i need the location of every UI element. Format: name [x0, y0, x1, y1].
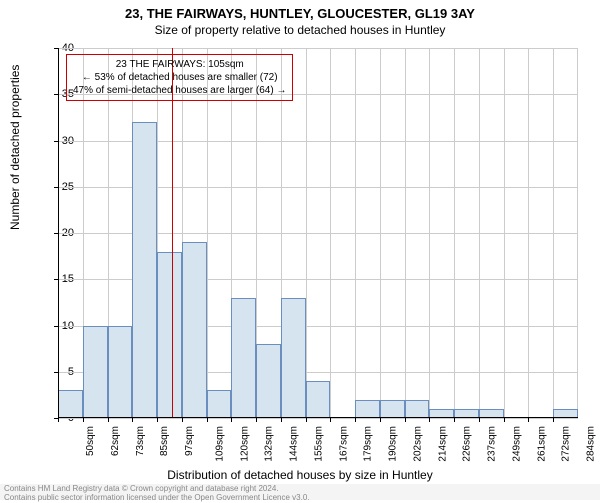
gridline-v: [479, 48, 480, 418]
x-tick-label: 50sqm: [85, 426, 96, 456]
annotation-box: 23 THE FAIRWAYS: 105sqm← 53% of detached…: [66, 54, 293, 101]
gridline-v: [405, 48, 406, 418]
histogram-bar: [355, 400, 380, 419]
chart-subtitle: Size of property relative to detached ho…: [0, 21, 600, 37]
x-tick-label: 179sqm: [363, 426, 374, 462]
annotation-line: 47% of semi-detached houses are larger (…: [73, 84, 286, 97]
x-tick-label: 73sqm: [135, 426, 146, 456]
chart-container: 23, THE FAIRWAYS, HUNTLEY, GLOUCESTER, G…: [0, 0, 600, 500]
gridline-v: [429, 48, 430, 418]
histogram-bar: [132, 122, 157, 418]
gridline-v: [504, 48, 505, 418]
histogram-bar: [306, 381, 331, 418]
histogram-bar: [58, 390, 83, 418]
x-tick-label: 85sqm: [159, 426, 170, 456]
x-tick-label: 97sqm: [184, 426, 195, 456]
histogram-bar: [405, 400, 430, 419]
annotation-line: 23 THE FAIRWAYS: 105sqm: [73, 58, 286, 71]
histogram-bar: [108, 326, 133, 419]
gridline-v: [528, 48, 529, 418]
x-axis-label: Distribution of detached houses by size …: [0, 468, 600, 482]
x-tick-label: 214sqm: [437, 426, 448, 462]
histogram-bar: [231, 298, 256, 418]
x-tick-label: 261sqm: [536, 426, 547, 462]
footer-line1: Contains HM Land Registry data © Crown c…: [4, 484, 279, 493]
histogram-bar: [256, 344, 281, 418]
histogram-bar: [157, 252, 182, 419]
gridline-v: [454, 48, 455, 418]
x-tick-label: 226sqm: [462, 426, 473, 462]
gridline-h: [58, 418, 578, 419]
x-tick-label: 237sqm: [487, 426, 498, 462]
gridline-v: [306, 48, 307, 418]
annotation-line: ← 53% of detached houses are smaller (72…: [73, 71, 286, 84]
x-tick-label: 109sqm: [214, 426, 225, 462]
x-tick-label: 120sqm: [239, 426, 250, 462]
gridline-v: [330, 48, 331, 418]
plot-area: 23 THE FAIRWAYS: 105sqm← 53% of detached…: [58, 48, 578, 418]
histogram-bar: [207, 390, 232, 418]
x-tick-label: 284sqm: [586, 426, 597, 462]
reference-line: [172, 48, 173, 418]
gridline-v: [355, 48, 356, 418]
x-tick-label: 202sqm: [412, 426, 423, 462]
x-tick-label: 167sqm: [338, 426, 349, 462]
x-tick-label: 155sqm: [313, 426, 324, 462]
gridline-v: [553, 48, 554, 418]
x-tick-label: 132sqm: [264, 426, 275, 462]
footer-attribution: Contains HM Land Registry data © Crown c…: [0, 484, 600, 500]
y-axis-label: Number of detached properties: [8, 65, 22, 230]
footer-line2: Contains public sector information licen…: [4, 493, 310, 502]
histogram-bar: [380, 400, 405, 419]
gridline-v: [207, 48, 208, 418]
histogram-bar: [182, 242, 207, 418]
x-tick-label: 144sqm: [289, 426, 300, 462]
histogram-bar: [281, 298, 306, 418]
gridline-h: [58, 48, 578, 49]
gridline-v: [380, 48, 381, 418]
x-tick-label: 249sqm: [512, 426, 523, 462]
histogram-bar: [83, 326, 108, 419]
x-tick-label: 190sqm: [388, 426, 399, 462]
x-tick-label: 272sqm: [561, 426, 572, 462]
chart-title: 23, THE FAIRWAYS, HUNTLEY, GLOUCESTER, G…: [0, 0, 600, 21]
x-tick-label: 62sqm: [110, 426, 121, 456]
